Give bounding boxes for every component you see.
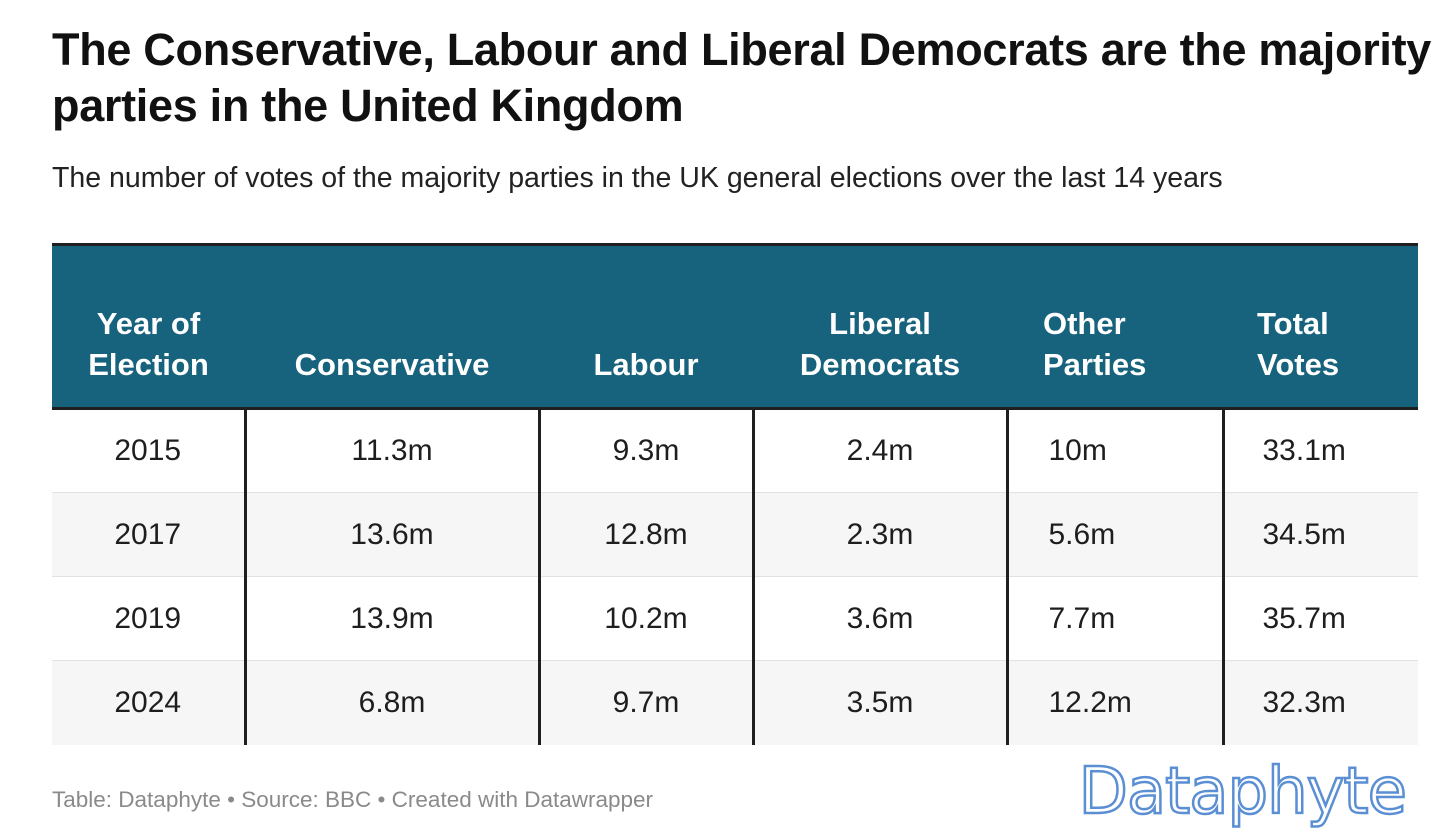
cell-conservative: 6.8m [243, 660, 539, 745]
cell-other-parties: 10m [1005, 408, 1223, 493]
column-header-other-parties[interactable]: Other Parties [1007, 243, 1223, 410]
table-row: 2019 13.9m 10.2m 3.6m 7.7m 35.7m [52, 576, 1418, 661]
column-header-line2: Parties [1043, 347, 1147, 382]
table-row: 2015 11.3m 9.3m 2.4m 10m 33.1m [52, 408, 1418, 493]
column-header-year[interactable]: Year of Election [52, 243, 245, 410]
cell-liberal-democrats: 2.3m [751, 492, 1007, 577]
cell-total-votes: 32.3m [1221, 660, 1418, 745]
cell-year: 2015 [114, 434, 182, 467]
column-header-liberal-democrats[interactable]: Liberal Democrats [753, 243, 1007, 410]
column-header-line1: Year of [96, 306, 201, 341]
column-header-line2: Conservative [294, 347, 490, 382]
column-header-labour[interactable]: Labour [539, 243, 753, 410]
cell-other-parties: 5.6m [1005, 492, 1223, 577]
cell-labour: 12.8m [537, 492, 753, 577]
cell-year: 2019 [52, 576, 245, 661]
column-header-line2: Democrats [799, 347, 961, 382]
chart-subtitle: The number of votes of the majority part… [52, 162, 1223, 194]
table-row: 2017 13.6m 12.8m 2.3m 5.6m 34.5m [52, 492, 1418, 577]
chart-footer: Table: Dataphyte • Source: BBC • Created… [52, 787, 654, 812]
cell-total-votes: 35.7m [1221, 576, 1418, 661]
cell-other-parties: 12.2m [1005, 660, 1223, 745]
column-header-line2: Labour [593, 347, 699, 382]
cell-conservative: 13.9m [243, 576, 539, 661]
cell-liberal-democrats: 3.6m [751, 576, 1007, 661]
cell-year: 2024 [52, 660, 245, 745]
votes-table: Year of Election Conservative Labour Lib… [52, 243, 1418, 745]
cell-liberal-democrats: 3.5m [751, 660, 1007, 745]
column-header-line1: Other [1043, 306, 1126, 341]
cell-conservative: 13.6m [243, 492, 539, 577]
table-header-row: Year of Election Conservative Labour Lib… [52, 243, 1418, 410]
cell-labour: 9.7m [537, 660, 753, 745]
table-row: 2024 6.8m 9.7m 3.5m 12.2m 32.3m [52, 660, 1418, 745]
chart-title: The Conservative, Labour and Liberal Dem… [52, 24, 1432, 131]
cell-total-votes: 33.1m [1221, 408, 1418, 493]
cell-total-votes: 34.5m [1221, 492, 1418, 577]
column-header-conservative[interactable]: Conservative [245, 243, 539, 410]
dataphyte-logo: Dataphyte [1077, 754, 1408, 831]
column-header-line2: Votes [1257, 347, 1340, 382]
cell-liberal-democrats: 2.4m [751, 408, 1007, 493]
column-header-total-votes[interactable]: Total Votes [1223, 243, 1418, 410]
votes-table-container: Year of Election Conservative Labour Lib… [52, 243, 1418, 745]
column-header-line1: Liberal [829, 306, 931, 341]
column-header-line1: Total [1257, 306, 1329, 341]
cell-other-parties: 7.7m [1005, 576, 1223, 661]
cell-conservative: 11.3m [243, 408, 539, 493]
column-header-line2: Election [88, 347, 209, 382]
cell-labour: 10.2m [537, 576, 753, 661]
cell-labour: 9.3m [537, 408, 753, 493]
cell-year: 2017 [52, 492, 245, 577]
